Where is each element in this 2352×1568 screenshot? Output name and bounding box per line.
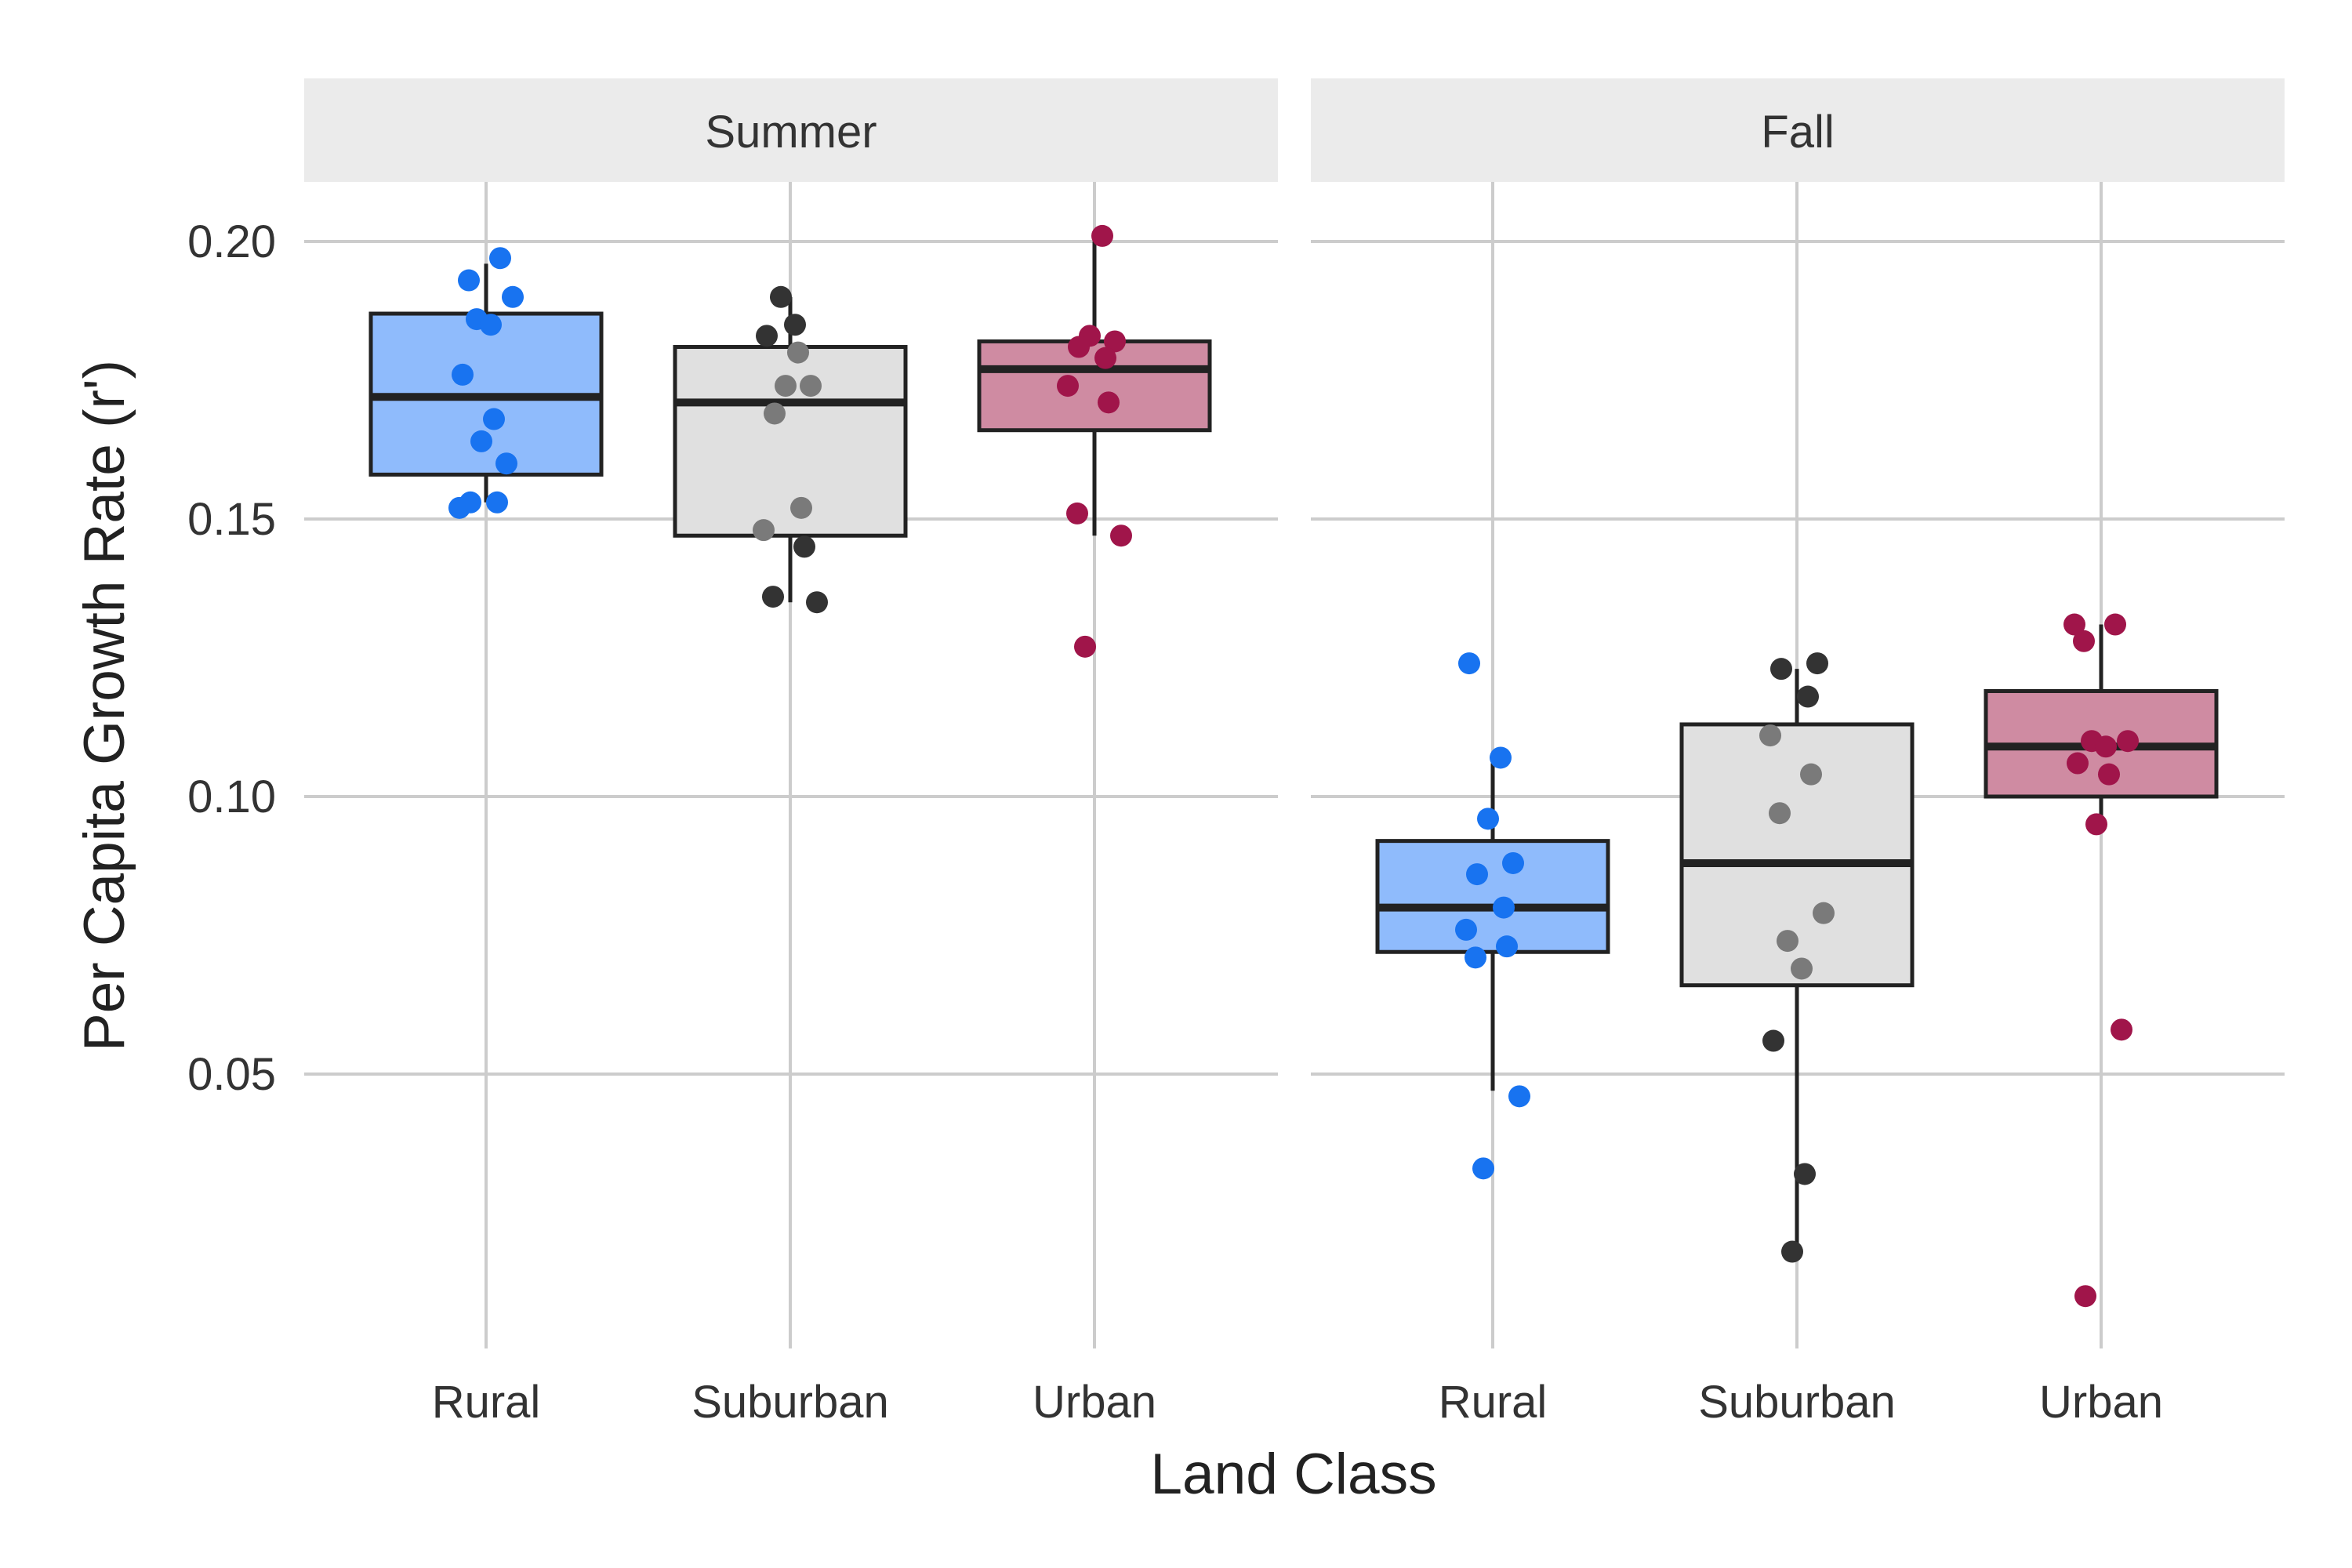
data-point: [483, 408, 505, 430]
data-point: [1781, 1240, 1803, 1263]
data-point: [1794, 1163, 1816, 1185]
data-point: [1508, 1085, 1530, 1108]
data-point: [1094, 347, 1116, 369]
data-point: [486, 491, 508, 514]
data-point: [2073, 630, 2095, 652]
data-point: [1777, 930, 1798, 953]
box-iqr: [977, 339, 1212, 433]
y-tick-label: 0.05: [187, 1049, 276, 1100]
data-point: [1493, 896, 1515, 919]
data-point: [806, 591, 828, 614]
facet-label: Fall: [1761, 107, 1834, 158]
data-point: [480, 314, 502, 336]
facet-strip-bg: [1311, 78, 2285, 182]
data-point: [1458, 652, 1480, 675]
data-point: [2098, 763, 2120, 786]
data-point: [1465, 946, 1486, 969]
data-point: [1791, 957, 1813, 980]
data-point: [1496, 935, 1518, 958]
data-point: [458, 269, 480, 292]
data-point: [1110, 524, 1132, 547]
data-point: [1769, 802, 1791, 825]
data-point: [1074, 635, 1096, 658]
data-point: [1477, 808, 1499, 830]
data-point: [2063, 613, 2085, 636]
data-point: [495, 452, 517, 475]
data-point: [793, 535, 815, 558]
x-axis-title: Land Class: [1150, 1443, 1436, 1506]
x-tick-label: Rural: [432, 1377, 541, 1428]
data-point: [1490, 746, 1512, 769]
data-point: [787, 341, 809, 364]
data-point: [2095, 735, 2117, 758]
data-point: [784, 314, 806, 336]
box-layer: [368, 241, 2219, 1252]
data-point: [1800, 763, 1822, 786]
y-tick-label: 0.15: [187, 494, 276, 545]
data-point: [470, 430, 492, 452]
data-point: [1502, 851, 1524, 874]
facet-strips: Summer Fall: [304, 78, 2285, 182]
data-point: [2104, 613, 2126, 636]
y-axis-title: Per Capita Growth Rate (r'): [73, 360, 136, 1051]
data-point: [762, 586, 784, 608]
facet-strip-bg: [304, 78, 1278, 182]
data-point: [502, 285, 524, 308]
data-point: [800, 375, 822, 397]
data-point: [2067, 752, 2089, 775]
data-point: [1466, 863, 1488, 886]
box-iqr: [673, 345, 908, 538]
y-tick-label: 0.10: [187, 771, 276, 822]
axes: Rural Suburban Urban Rural Suburban Urban 0.05…: [187, 216, 2163, 1428]
data-point: [1104, 330, 1126, 353]
data-point: [1068, 336, 1090, 358]
data-point: [1098, 391, 1120, 414]
data-point: [753, 519, 775, 542]
x-tick-label: Rural: [1439, 1377, 1548, 1428]
data-point: [1770, 658, 1792, 681]
x-tick-label: Urban: [1033, 1377, 1156, 1428]
data-point: [2117, 730, 2139, 753]
x-tick-label: Suburban: [691, 1377, 889, 1428]
data-point: [489, 247, 511, 270]
data-point: [790, 496, 812, 519]
data-point: [2074, 1285, 2096, 1308]
y-tick-label: 0.20: [187, 216, 276, 267]
data-point: [1472, 1157, 1494, 1180]
data-point: [770, 285, 792, 308]
data-point: [448, 496, 470, 519]
x-tick-label: Suburban: [1698, 1377, 1896, 1428]
data-point: [1066, 502, 1088, 524]
data-point: [1762, 1029, 1784, 1052]
data-point: [1057, 375, 1079, 397]
jitter-points: [448, 224, 2139, 1308]
data-point: [1797, 685, 1819, 708]
data-point: [1455, 918, 1477, 941]
data-point: [1759, 724, 1781, 747]
x-tick-label: Urban: [2039, 1377, 2163, 1428]
data-point: [1813, 902, 1835, 924]
data-point: [452, 363, 474, 386]
data-point: [2085, 813, 2107, 836]
facet-label: Summer: [705, 107, 877, 158]
data-point: [775, 375, 797, 397]
data-point: [2111, 1018, 2132, 1041]
data-point: [764, 402, 786, 425]
box-iqr: [1375, 839, 1610, 954]
data-point: [1091, 224, 1113, 247]
data-point: [1806, 652, 1828, 675]
data-point: [756, 325, 778, 347]
